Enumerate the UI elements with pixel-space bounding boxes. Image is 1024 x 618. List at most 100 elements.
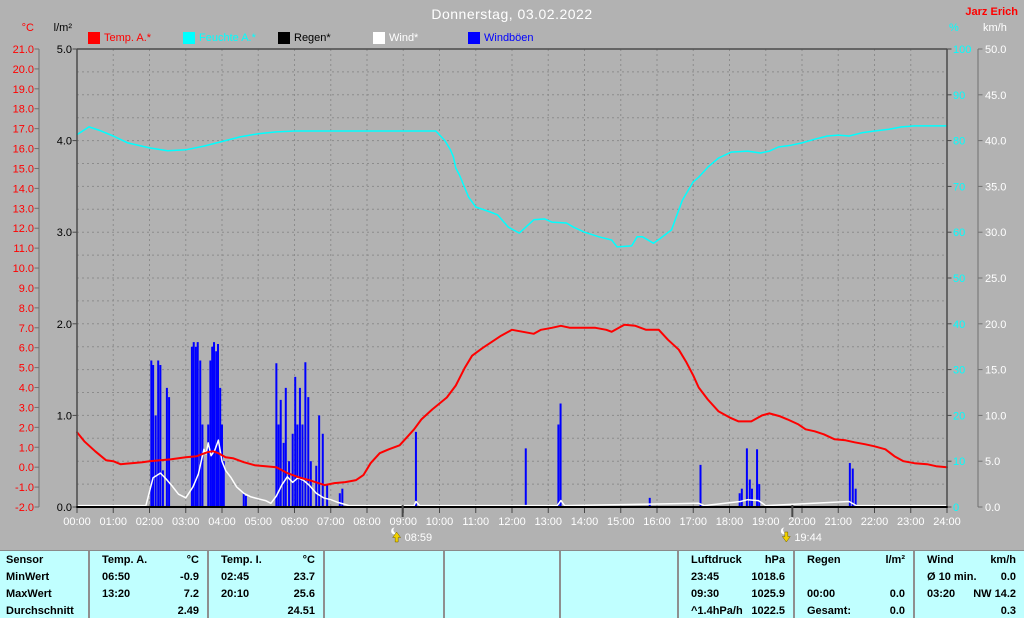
table-column-temp-a-: Temp. A. °C 06:50 -0.9 13:20 7.2 2.49 bbox=[88, 551, 207, 618]
table-cell-row bbox=[323, 569, 443, 586]
time-tick-label: 10:00 bbox=[426, 516, 454, 528]
table-cell-value: 1025.9 bbox=[751, 588, 785, 600]
time-tick-label: 08:00 bbox=[353, 516, 381, 528]
legend-swatch-icon bbox=[278, 32, 290, 44]
table-cell-value: 1018.6 bbox=[751, 571, 785, 583]
table-column-empty bbox=[323, 551, 443, 618]
table-row-label-text: Durchschnitt bbox=[6, 605, 74, 617]
humidity-tick-label: 80 bbox=[953, 136, 965, 148]
time-tick-label: 00:00 bbox=[63, 516, 91, 528]
temp-tick-label: 3.0 bbox=[19, 402, 34, 414]
legend-label: Windböen bbox=[484, 32, 534, 44]
temp-tick-label: 6.0 bbox=[19, 343, 34, 355]
table-cell-time: Ø 10 min. bbox=[927, 571, 977, 583]
temp-tick-label: -1.0 bbox=[15, 482, 34, 494]
table-column-name: Temp. A. bbox=[102, 554, 148, 566]
table-column-separator bbox=[677, 551, 679, 618]
table-cell-value: -0.9 bbox=[180, 571, 199, 583]
table-cell-row bbox=[443, 569, 559, 586]
table-cell-value: 25.6 bbox=[293, 588, 315, 600]
temp-tick-label: 12.0 bbox=[13, 223, 34, 235]
table-cell-time: 20:10 bbox=[221, 588, 250, 600]
temp-tick-label: 7.0 bbox=[19, 323, 34, 335]
table-cell-row: 0.3 bbox=[913, 603, 1024, 618]
table-column-unit: °C bbox=[302, 554, 315, 566]
summary-table: Sensor MinWert MaxWert Durchschnitt Temp. A.… bbox=[0, 550, 1024, 618]
humidity-tick-label: 50 bbox=[953, 273, 965, 285]
table-cell-time: 03:20 bbox=[927, 588, 956, 600]
table-cell-value: 1022.5 bbox=[751, 605, 785, 617]
temp-tick-label: -2.0 bbox=[15, 502, 34, 514]
table-row-label: Durchschnitt bbox=[0, 603, 88, 618]
wind-axis-title: km/h bbox=[983, 22, 1007, 34]
table-column-name: Wind bbox=[927, 554, 954, 566]
table-column-regen: Regen l/m² 00:00 0.0 Gesamt: 0.0 bbox=[793, 551, 913, 618]
table-cell-value: 2.49 bbox=[177, 605, 199, 617]
humidity-curve bbox=[76, 125, 948, 248]
temp-tick-label: 5.0 bbox=[19, 363, 34, 375]
humidity-tick-label: 0 bbox=[953, 502, 959, 514]
author-label: Jarz Erich bbox=[965, 6, 1018, 18]
temp-tick-label: 0.0 bbox=[19, 462, 34, 474]
table-cell-row: ^1.4hPa/h 1022.5 bbox=[677, 603, 793, 618]
temp-tick-label: 15.0 bbox=[13, 163, 34, 175]
temp-tick-label: 8.0 bbox=[19, 303, 34, 315]
table-cell-value: 0.3 bbox=[1000, 605, 1016, 617]
table-cell-time: 02:45 bbox=[221, 571, 250, 583]
table-column-unit: km/h bbox=[990, 554, 1016, 566]
wind-tick-label: 0.0 bbox=[985, 502, 1000, 514]
table-column-name: Regen bbox=[807, 554, 841, 566]
table-column-header: Regen l/m² bbox=[793, 552, 913, 569]
table-cell-row bbox=[443, 603, 559, 618]
temp-tick-label: 18.0 bbox=[13, 104, 34, 116]
table-row-label: MinWert bbox=[0, 569, 88, 586]
table-cell-value: 0.0 bbox=[889, 588, 905, 600]
table-cell-row bbox=[443, 586, 559, 603]
time-tick-label: 09:00 bbox=[389, 516, 417, 528]
table-cell-time: 09:30 bbox=[691, 588, 720, 600]
page-title: Donnerstag, 03.02.2022 bbox=[431, 6, 593, 22]
table-cell-value: 23.7 bbox=[293, 571, 315, 583]
table-column-separator bbox=[913, 551, 915, 618]
table-column-header: Wind km/h bbox=[913, 552, 1024, 569]
table-cell-row: 2.49 bbox=[88, 603, 207, 618]
rain-tick-label: 3.0 bbox=[57, 227, 72, 239]
time-tick-label: 18:00 bbox=[716, 516, 744, 528]
wind-tick-label: 25.0 bbox=[985, 273, 1006, 285]
humidity-tick-label: 70 bbox=[953, 181, 965, 193]
temp-tick-label: 20.0 bbox=[13, 64, 34, 76]
time-tick-label: 24:00 bbox=[933, 516, 961, 528]
table-cell-time: 00:00 bbox=[807, 588, 836, 600]
temp-tick-label: 2.0 bbox=[19, 422, 34, 434]
moonrise-icon bbox=[393, 527, 400, 533]
table-cell-row: 00:00 0.0 bbox=[793, 586, 913, 603]
rain-tick-label: 5.0 bbox=[57, 44, 72, 56]
wind-tick-label: 10.0 bbox=[985, 410, 1006, 422]
humidity-axis-title: % bbox=[949, 22, 959, 34]
time-tick-label: 05:00 bbox=[244, 516, 272, 528]
table-row-label: MaxWert bbox=[0, 586, 88, 603]
temp-tick-label: 1.0 bbox=[19, 442, 34, 454]
table-column-separator bbox=[207, 551, 209, 618]
table-cell-value: 24.51 bbox=[287, 605, 315, 617]
table-cell-time: ^1.4hPa/h bbox=[691, 605, 743, 617]
temp-tick-label: 17.0 bbox=[13, 124, 34, 136]
wind-tick-label: 5.0 bbox=[985, 456, 1000, 468]
time-tick-label: 01:00 bbox=[99, 516, 127, 528]
table-column-temp-i-: Temp. I. °C 02:45 23.7 20:10 25.6 24.51 bbox=[207, 551, 323, 618]
rain-axis-title: l/m² bbox=[53, 22, 72, 34]
time-tick-label: 13:00 bbox=[534, 516, 562, 528]
moonrise-icon bbox=[392, 531, 402, 543]
wind-tick-label: 45.0 bbox=[985, 90, 1006, 102]
table-cell-row bbox=[559, 603, 677, 618]
table-column-header bbox=[559, 552, 677, 569]
table-cell-time: 23:45 bbox=[691, 571, 720, 583]
legend-label: Feuchte A.* bbox=[199, 32, 256, 44]
humidity-tick-label: 60 bbox=[953, 227, 965, 239]
wind-tick-label: 35.0 bbox=[985, 181, 1006, 193]
wind-tick-label: 50.0 bbox=[985, 44, 1006, 56]
table-cell-row bbox=[323, 603, 443, 618]
temp-tick-label: 19.0 bbox=[13, 84, 34, 96]
time-tick-label: 14:00 bbox=[571, 516, 599, 528]
